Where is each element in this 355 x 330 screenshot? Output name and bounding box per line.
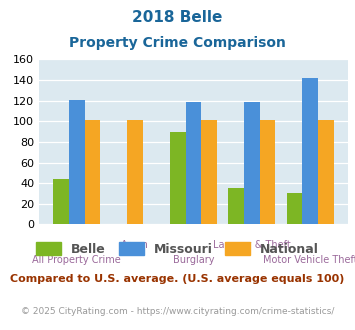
Bar	[244, 102, 260, 224]
Bar	[260, 120, 275, 224]
Text: Compared to U.S. average. (U.S. average equals 100): Compared to U.S. average. (U.S. average …	[10, 274, 345, 284]
Bar	[186, 102, 201, 224]
Bar	[170, 132, 186, 224]
Text: Burglary: Burglary	[173, 255, 214, 265]
Text: Motor Vehicle Theft: Motor Vehicle Theft	[263, 255, 355, 265]
Bar	[69, 100, 84, 224]
Text: 2018 Belle: 2018 Belle	[132, 10, 223, 25]
Bar	[127, 120, 143, 224]
Legend: Belle, Missouri, National: Belle, Missouri, National	[31, 237, 324, 261]
Bar	[201, 120, 217, 224]
Bar	[53, 179, 69, 224]
Text: All Property Crime: All Property Crime	[32, 255, 121, 265]
Bar	[228, 188, 244, 224]
Bar	[302, 78, 318, 224]
Text: Larceny & Theft: Larceny & Theft	[213, 240, 291, 250]
Text: Arson: Arson	[121, 240, 149, 250]
Text: © 2025 CityRating.com - https://www.cityrating.com/crime-statistics/: © 2025 CityRating.com - https://www.city…	[21, 307, 334, 316]
Bar	[286, 193, 302, 224]
Text: Property Crime Comparison: Property Crime Comparison	[69, 36, 286, 50]
Bar	[84, 120, 100, 224]
Bar	[318, 120, 334, 224]
